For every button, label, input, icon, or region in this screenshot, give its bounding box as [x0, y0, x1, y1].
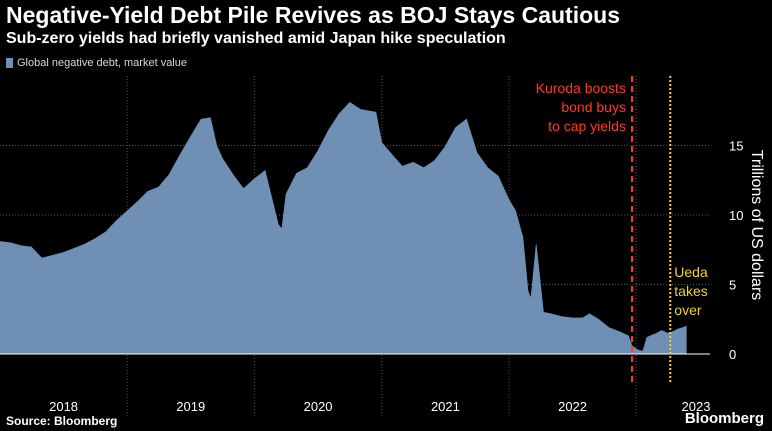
annotation-text-1-0: Ueda: [674, 264, 708, 280]
y-tick-label-15: 15: [729, 139, 743, 154]
bloomberg-logo: Bloomberg: [684, 410, 764, 427]
y-axis-title: Trillions of US dollars: [748, 150, 765, 301]
legend-swatch: [6, 58, 13, 68]
annotation-text-1-1: takes: [674, 283, 707, 299]
x-tick-label-2020: 2020: [304, 399, 333, 414]
x-tick-label-2022: 2022: [558, 399, 587, 414]
annotation-text-1-2: over: [674, 302, 702, 318]
legend: Global negative debt, market value: [6, 57, 187, 69]
y-tick-label-0: 0: [729, 347, 736, 362]
series-area: [0, 102, 687, 355]
x-tick-label-2023: 2023: [682, 399, 711, 414]
x-tick-label-2021: 2021: [431, 399, 460, 414]
chart-title: Negative-Yield Debt Pile Revives as BOJ …: [6, 2, 620, 28]
x-tick-label-2019: 2019: [176, 399, 205, 414]
chart-subtitle: Sub-zero yields had briefly vanished ami…: [6, 30, 506, 47]
annotation-text-0-0: Kuroda boosts: [536, 80, 626, 96]
legend-label: Global negative debt, market value: [17, 57, 187, 69]
annotation-text-0-2: to cap yields: [548, 118, 626, 134]
annotation-text-0-1: bond buys: [561, 99, 626, 115]
source-note: Source: Bloomberg: [6, 414, 118, 428]
y-tick-label-5: 5: [729, 278, 736, 293]
x-tick-label-2018: 2018: [49, 399, 78, 414]
y-tick-label-10: 10: [729, 208, 743, 223]
